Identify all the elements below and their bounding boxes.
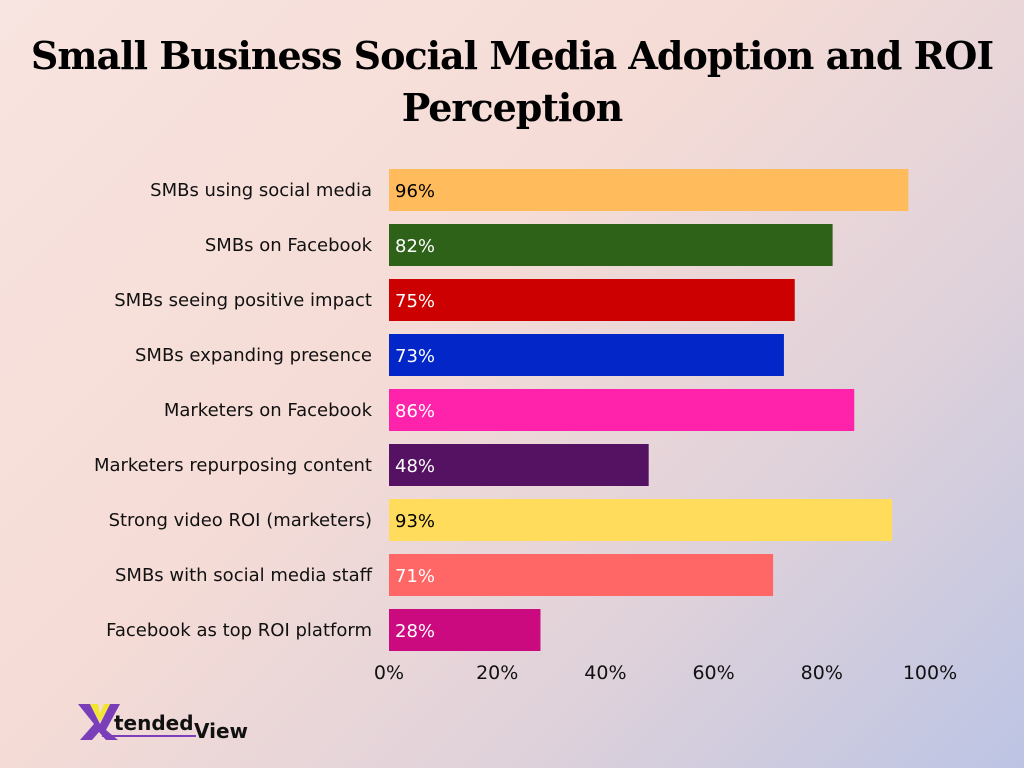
data-label: 71%: [395, 566, 435, 587]
bar: [389, 279, 795, 321]
bar: [389, 389, 855, 431]
category-label: SMBs expanding presence: [135, 345, 372, 366]
data-label: 48%: [395, 456, 435, 477]
category-label: Marketers on Facebook: [164, 400, 373, 421]
bar: [389, 444, 649, 486]
x-tick-label: 20%: [476, 662, 518, 684]
chart-title: Small Business Social Media Adoption and…: [30, 33, 994, 130]
data-label: 86%: [395, 401, 435, 422]
bar: [389, 499, 893, 541]
category-label: Marketers repurposing content: [94, 455, 372, 476]
bar: [389, 169, 909, 211]
bar: [389, 334, 784, 376]
x-tick-label: 100%: [903, 662, 957, 684]
x-tick-label: 80%: [801, 662, 843, 684]
bar: [389, 224, 833, 266]
data-label: 96%: [395, 181, 435, 202]
xtendedview-logo: tended View: [78, 704, 248, 742]
data-label: 93%: [395, 511, 435, 532]
category-label: SMBs seeing positive impact: [114, 290, 372, 311]
svg-text:tended: tended: [114, 711, 194, 735]
x-tick-label: 40%: [584, 662, 626, 684]
category-label: Facebook as top ROI platform: [106, 620, 372, 641]
data-label: 28%: [395, 621, 435, 642]
bar: [389, 554, 774, 596]
data-label: 75%: [395, 291, 435, 312]
category-label: SMBs on Facebook: [205, 235, 373, 256]
svg-text:View: View: [194, 719, 248, 742]
x-tick-label: 0%: [374, 662, 404, 684]
data-label: 73%: [395, 346, 435, 367]
category-label: Strong video ROI (marketers): [109, 510, 372, 531]
category-label: SMBs with social media staff: [115, 565, 373, 586]
x-tick-label: 60%: [692, 662, 734, 684]
category-label: SMBs using social media: [150, 180, 372, 201]
data-label: 82%: [395, 236, 435, 257]
bar: [389, 609, 541, 651]
